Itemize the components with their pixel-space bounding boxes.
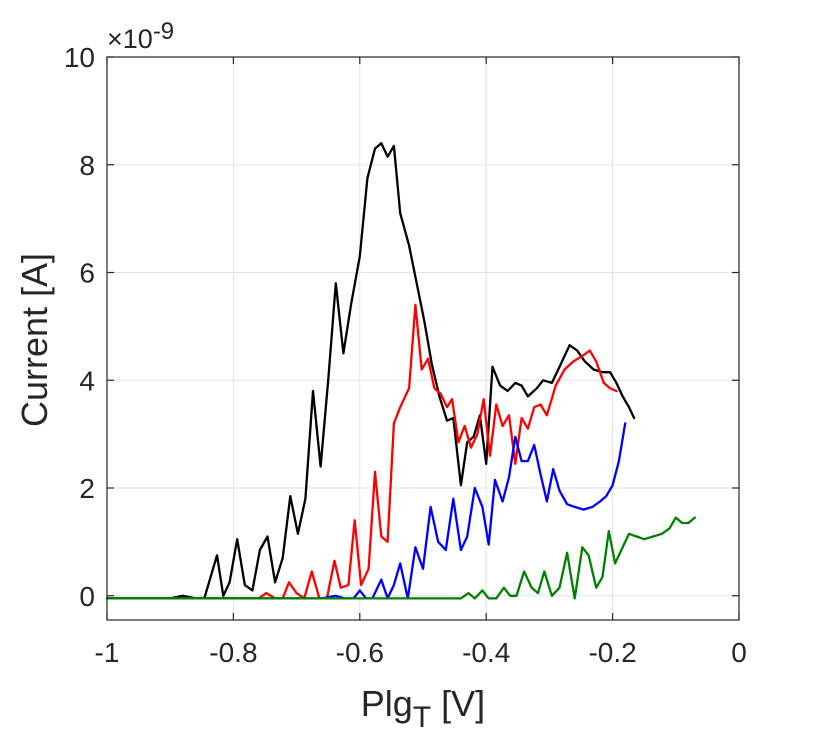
x-tick-label: -1	[95, 637, 120, 668]
y-exponent-power: -9	[153, 18, 174, 45]
x-tick-label: -0.8	[209, 637, 257, 668]
series-line-1	[105, 142, 636, 600]
series-line-3	[105, 422, 627, 600]
x-axis-label-main: Plg	[361, 683, 413, 724]
x-axis-label-sub: T	[413, 701, 431, 734]
y-tick-label: 8	[79, 150, 95, 181]
series-layer	[105, 142, 696, 600]
y-axis-label: Current [A]	[14, 253, 55, 427]
tick-labels: -1 -0.8 -0.6 -0.4 -0.2 0 0 2 4 6 8 10	[64, 42, 747, 668]
grid-lines	[106, 56, 740, 620]
plot-frame	[106, 56, 740, 621]
y-tick-label: 0	[79, 581, 95, 612]
y-tick-label: 2	[79, 473, 95, 504]
y-axis-label-text: Current [A]	[14, 253, 55, 427]
y-exponent-label: ×10-9	[107, 18, 174, 54]
x-tick-label: 0	[731, 637, 747, 668]
axis-ticks	[106, 56, 740, 620]
x-axis-label: PlgT [V]	[361, 683, 485, 734]
x-tick-label: -0.2	[588, 637, 636, 668]
series-line-2	[105, 303, 618, 600]
x-tick-label: -0.4	[462, 637, 510, 668]
x-axis-label-unit: [V]	[431, 683, 485, 724]
y-tick-label: 4	[79, 365, 95, 396]
y-tick-label: 10	[64, 42, 95, 73]
x-tick-label: -0.6	[336, 637, 384, 668]
y-exponent-prefix: ×10	[107, 24, 153, 54]
y-tick-label: 6	[79, 258, 95, 289]
series-line-4	[105, 516, 696, 600]
